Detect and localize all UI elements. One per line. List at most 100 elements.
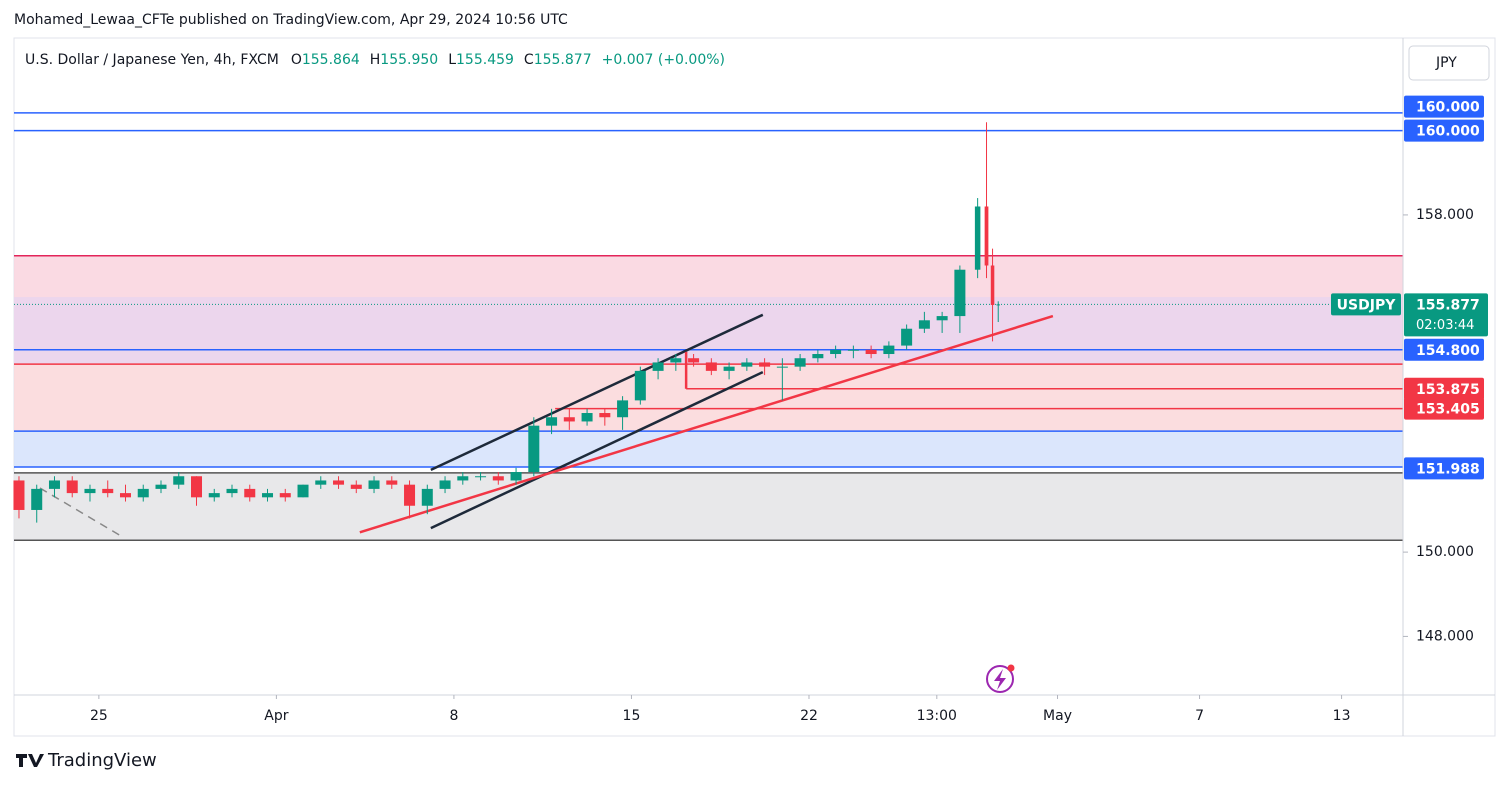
currency: JPY (1435, 55, 1457, 71)
candle-body (794, 358, 806, 367)
price-label: 153.875 (1416, 382, 1480, 398)
ticker-box (1331, 293, 1401, 316)
candle-body (119, 493, 131, 498)
candle-body (634, 370, 646, 401)
candle-body (439, 480, 451, 489)
legend-value: 155.864 (302, 52, 360, 68)
x-tick-label: 22 (800, 708, 818, 724)
x-tick-label: 13 (1333, 708, 1351, 724)
y-tick-label: 148.000 (1416, 628, 1474, 644)
candle-body (741, 362, 753, 367)
candle-body (510, 472, 522, 481)
candle-body (883, 345, 895, 355)
legend-value: 155.877 (534, 52, 592, 68)
x-tick-label: 8 (449, 708, 458, 724)
candle-body (723, 366, 735, 371)
price-label-box (1404, 338, 1484, 361)
candle-body (457, 476, 469, 481)
candle-body (918, 320, 930, 329)
candle-body (865, 349, 877, 355)
x-tick-label: Apr (264, 708, 288, 724)
candle-body (208, 493, 220, 498)
currency-button[interactable] (1408, 45, 1490, 81)
legend-key: H (370, 52, 381, 68)
candle-body (173, 476, 185, 485)
x-tick-label: May (1043, 708, 1072, 724)
candle-body (528, 425, 540, 473)
candle-body (563, 417, 575, 422)
trend-line (39, 487, 121, 536)
icon-ring (986, 665, 1014, 693)
candle-body (84, 488, 96, 494)
icon-bolt (994, 669, 1006, 690)
legend-key: O (291, 52, 302, 68)
legend-key: C (524, 52, 534, 68)
zone (14, 431, 1403, 467)
y-tick-label: 158.000 (1416, 207, 1474, 223)
candle-body (155, 484, 167, 489)
price-label: 154.800 (1416, 343, 1480, 359)
lightning-icon[interactable] (986, 664, 1015, 693)
legend: U.S. Dollar / Japanese Yen, 4h, FXCM O155… (25, 52, 725, 68)
last-price-box (1404, 293, 1488, 337)
x-tick-label: 7 (1195, 708, 1204, 724)
candle-body (102, 488, 114, 494)
candle-body (974, 206, 981, 270)
candle-body (990, 265, 995, 305)
candle-body (368, 480, 380, 489)
candle-body (350, 484, 362, 489)
candle-body (705, 362, 717, 371)
candle-body (13, 480, 25, 510)
candle-body (137, 488, 149, 498)
trend-line (430, 371, 764, 530)
last-price-label: 155.877 (1416, 297, 1480, 313)
candle-body (652, 362, 664, 371)
countdown: 02:03:44 (1416, 318, 1474, 333)
candle-body (617, 400, 629, 418)
candle-body (599, 413, 611, 418)
y-tick-label: 150.000 (1416, 544, 1474, 560)
candle-body (984, 206, 989, 266)
candle-body (262, 493, 274, 498)
candle-body (190, 476, 203, 498)
candle-body (936, 316, 948, 321)
candle-body (31, 488, 43, 510)
tv-logo (16, 754, 44, 767)
price-label-box (1404, 95, 1484, 118)
price-label-box (1404, 457, 1484, 480)
candle-body (996, 304, 1000, 306)
candle-body (581, 413, 593, 422)
candle-body (830, 349, 842, 355)
candle-body (226, 488, 238, 494)
candle-body (475, 476, 487, 478)
price-label-box (1404, 397, 1484, 420)
zone (14, 472, 1403, 541)
legend-value: 155.950 (380, 52, 438, 68)
zone (14, 297, 1403, 365)
candle-body (847, 349, 859, 351)
price-label: 153.405 (1416, 402, 1480, 418)
candle-body (244, 488, 256, 498)
price-label-box (1404, 119, 1484, 142)
legend-key: L (448, 52, 456, 68)
trend-line (359, 314, 1054, 534)
candle-body (670, 358, 682, 363)
candle-body (333, 480, 345, 485)
candle-body (279, 493, 291, 498)
footer-brand: TradingView (47, 750, 157, 771)
candle-body (386, 480, 398, 485)
candle-body (812, 354, 824, 359)
trend-line (430, 313, 764, 472)
ticker-label: USDJPY (1337, 297, 1397, 313)
candle-body (66, 480, 78, 494)
candle-body (48, 480, 60, 489)
price-label: 160.000 (1416, 124, 1480, 140)
candle-body (954, 269, 966, 317)
publisher: Mohamed_Lewaa_CFTe published on TradingV… (14, 12, 568, 28)
candle-body (901, 328, 913, 346)
candle-body (776, 366, 788, 368)
icon-dot (1007, 664, 1015, 672)
x-tick-label: 15 (623, 708, 641, 724)
x-tick-label: 13:00 (917, 708, 957, 724)
price-label-box (1404, 377, 1484, 400)
